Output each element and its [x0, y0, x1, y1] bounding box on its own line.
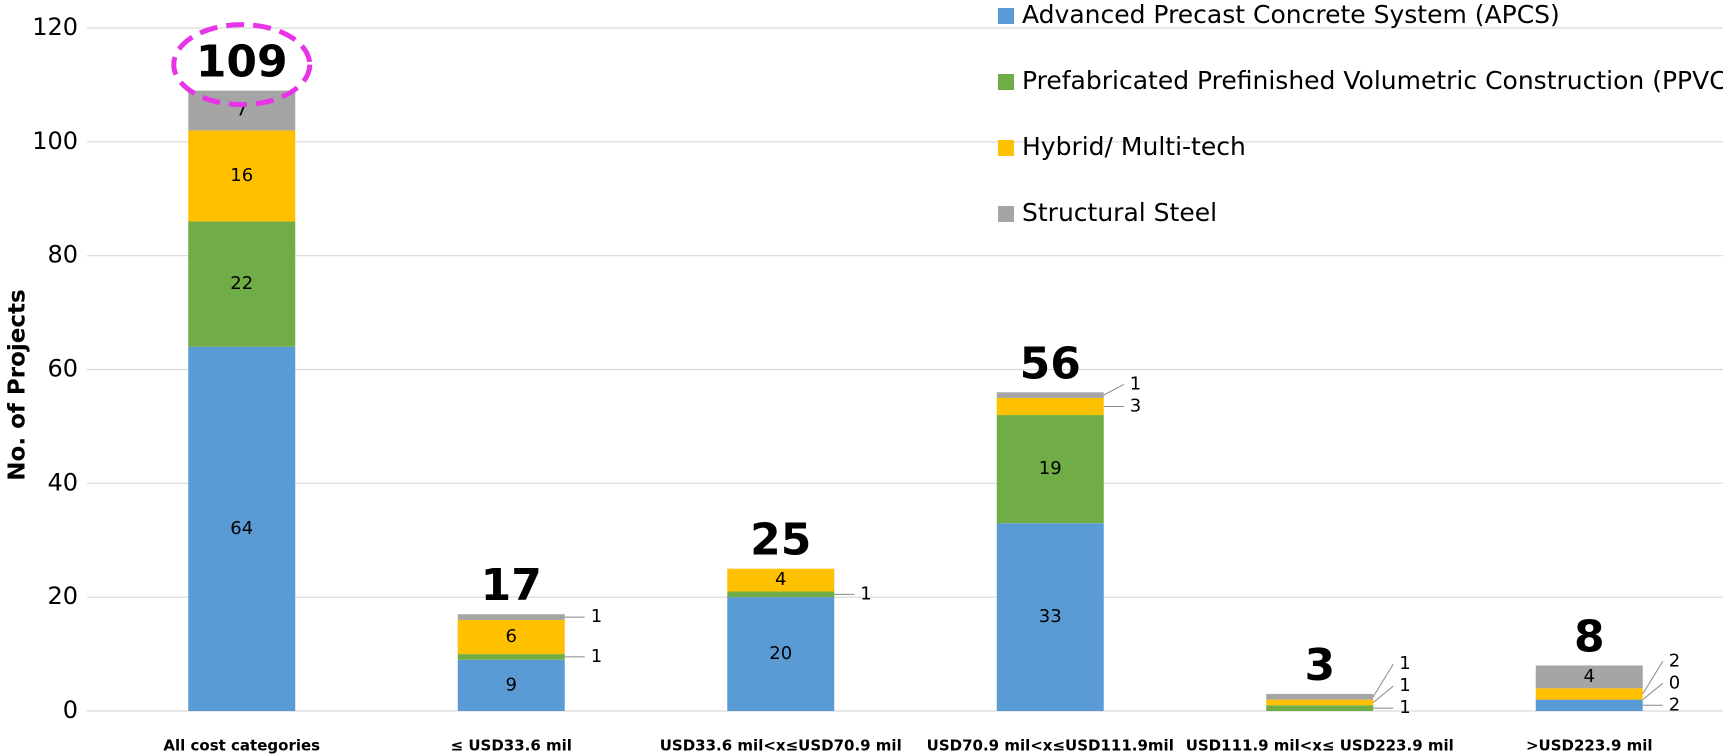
data-label: 19: [1039, 458, 1062, 479]
y-tick-label: 20: [47, 582, 78, 610]
data-label: 9: [506, 674, 517, 695]
data-label: 1: [1399, 697, 1410, 718]
data-label: 7: [236, 100, 247, 121]
data-label: 33: [1039, 606, 1062, 627]
bar-segment: [188, 130, 296, 222]
total-label: 25: [750, 515, 811, 566]
bar-segment: [996, 397, 1104, 416]
y-tick-label: 60: [47, 355, 78, 383]
bar-segment: [1266, 705, 1374, 711]
data-label: 1: [591, 606, 602, 627]
data-label: 3: [1130, 395, 1141, 416]
data-label: 1: [860, 583, 871, 604]
bar-segment: [457, 614, 565, 620]
bar-segment: [1535, 688, 1643, 700]
leader-line: [1103, 384, 1124, 396]
bar-segment: [1266, 699, 1374, 706]
x-tick-label: All cost categories: [163, 737, 320, 755]
total-label: 109: [196, 37, 288, 88]
data-label: 1: [1130, 373, 1141, 394]
x-tick-label: USD70.9 mil<x≤USD111.9mil: [927, 737, 1174, 755]
legend-swatch: [998, 140, 1014, 156]
x-tick-label: ≤ USD33.6 mil: [451, 737, 572, 755]
leader-line: [1642, 682, 1664, 701]
leader-line: [1372, 663, 1394, 698]
y-tick-label: 40: [47, 468, 78, 496]
bar-segment: [457, 659, 565, 711]
leader-line: [1372, 685, 1394, 703]
legend-swatch: [998, 206, 1014, 222]
x-tick-label: >USD223.9 mil: [1526, 737, 1653, 755]
bar-segment: [727, 568, 835, 592]
data-label: 2: [1669, 694, 1680, 715]
y-tick-label: 100: [32, 127, 78, 155]
x-tick-label: USD33.6 mil<x≤USD70.9 mil: [660, 737, 902, 755]
data-label: 4: [1584, 666, 1595, 687]
bar-segment: [1535, 665, 1643, 689]
total-label: 3: [1304, 640, 1335, 691]
data-label: 16: [230, 165, 253, 186]
bar-segment: [188, 346, 296, 711]
bar-segment: [727, 591, 835, 598]
data-label: 2: [1669, 650, 1680, 671]
legend-label: Advanced Precast Concrete System (APCS): [1022, 0, 1560, 29]
y-tick-label: 80: [47, 241, 78, 269]
leader-line: [1642, 661, 1664, 695]
x-tick-label: USD111.9 mil<x≤ USD223.9 mil: [1186, 737, 1454, 755]
bar-segment: [996, 392, 1104, 398]
bar-segment: [457, 654, 565, 660]
data-label: 0: [1669, 672, 1680, 693]
data-label: 20: [769, 643, 792, 664]
bar-segment: [996, 415, 1104, 524]
legend-label: Hybrid/ Multi-tech: [1022, 132, 1246, 161]
data-label: 64: [230, 518, 253, 539]
data-label: 22: [230, 273, 253, 294]
y-axis-label: No. of Projects: [5, 289, 31, 480]
y-tick-label: 0: [63, 696, 78, 724]
data-label: 1: [1399, 675, 1410, 696]
bar-segment: [727, 597, 835, 711]
legend-swatch: [998, 8, 1014, 24]
bar-segment: [996, 523, 1104, 711]
total-label: 8: [1574, 611, 1605, 662]
bar-segment: [457, 619, 565, 655]
bar-segment: [1266, 693, 1374, 700]
total-label: 56: [1020, 338, 1081, 389]
total-label: 17: [481, 560, 542, 611]
data-label: 4: [775, 569, 786, 590]
data-label: 6: [506, 626, 517, 647]
legend-label: Structural Steel: [1022, 198, 1217, 227]
data-label: 1: [591, 646, 602, 667]
legend-swatch: [998, 74, 1014, 90]
legend-label: Prefabricated Prefinished Volumetric Con…: [1022, 66, 1723, 95]
highlight-ellipse: [171, 22, 313, 108]
y-tick-label: 120: [32, 13, 78, 41]
data-label: 1: [1399, 653, 1410, 674]
bar-segment: [1535, 699, 1643, 711]
bar-segment: [188, 221, 296, 347]
